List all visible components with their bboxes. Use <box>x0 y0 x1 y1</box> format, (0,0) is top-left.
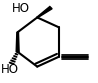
Polygon shape <box>16 32 19 52</box>
Text: HO: HO <box>1 63 19 76</box>
Polygon shape <box>37 6 52 18</box>
Text: HO: HO <box>11 1 29 15</box>
